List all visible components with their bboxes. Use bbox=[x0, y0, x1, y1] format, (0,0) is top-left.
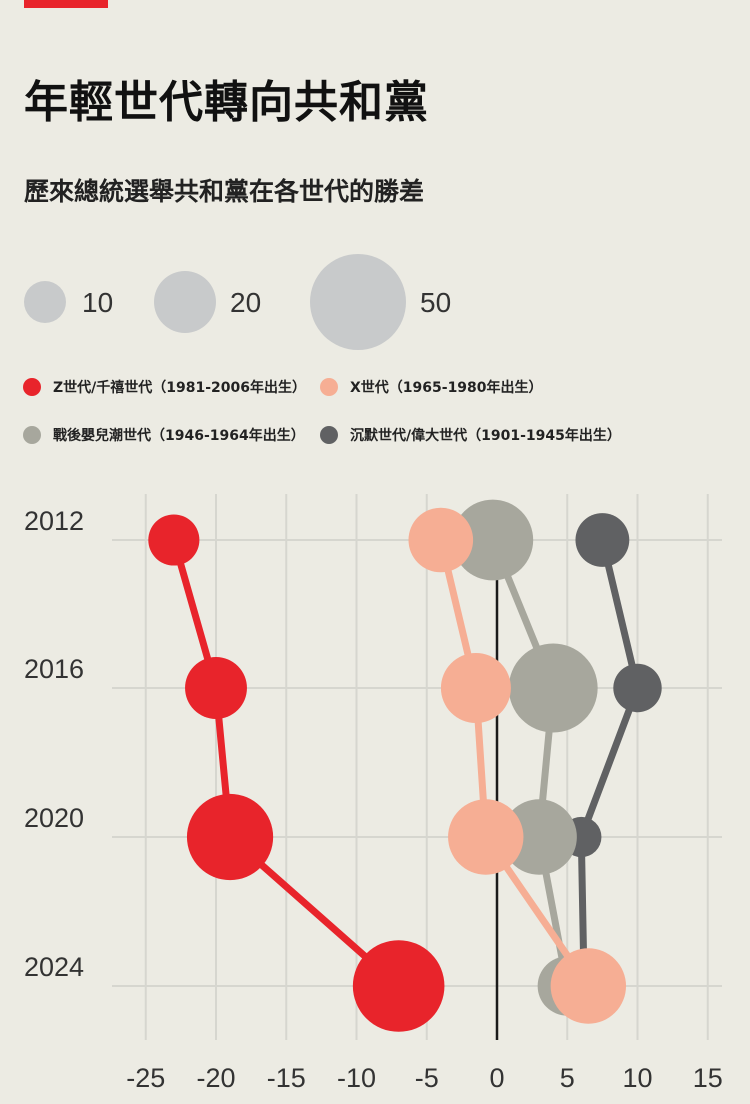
chart-title: 年輕世代轉向共和黨 bbox=[24, 77, 429, 128]
legend-swatch-1 bbox=[23, 426, 41, 444]
legend-swatch-2 bbox=[320, 378, 338, 396]
bubble-2-2016 bbox=[440, 653, 511, 723]
bubble-1-2012 bbox=[452, 499, 534, 581]
bubble-0-2016 bbox=[613, 663, 662, 713]
bubble-2-2012 bbox=[408, 507, 474, 573]
bubble-3-2020 bbox=[186, 793, 274, 881]
bubble-2-2024 bbox=[550, 948, 627, 1024]
x-tick-label-5: 5 bbox=[560, 1063, 575, 1093]
bubble-3-2024 bbox=[352, 940, 445, 1032]
bubble-1-2020 bbox=[501, 799, 577, 875]
size-legend-circle-10 bbox=[24, 281, 66, 323]
bubble-2-2020 bbox=[448, 799, 524, 875]
bubble-3-2012 bbox=[148, 514, 200, 566]
legend-label-0: 沉默世代/偉大世代（1901-1945年出生） bbox=[350, 427, 621, 444]
x-tick-label-5: -5 bbox=[415, 1063, 439, 1093]
x-tick-label-0: 0 bbox=[489, 1063, 504, 1093]
legend-swatch-0 bbox=[320, 426, 338, 444]
bubble-0-2012 bbox=[575, 513, 630, 567]
x-tick-label-10: -10 bbox=[337, 1063, 376, 1093]
x-tick-label-10: 10 bbox=[622, 1063, 652, 1093]
y-label-2012: 2012 bbox=[24, 506, 84, 536]
y-label-2024: 2024 bbox=[24, 952, 84, 982]
legend-label-2: X世代（1965-1980年出生） bbox=[350, 379, 543, 396]
series-2 bbox=[408, 507, 627, 1024]
x-tick-label-20: -20 bbox=[196, 1063, 235, 1093]
y-axis-labels: 2012 2016 2020 2024 bbox=[24, 506, 84, 982]
bubble-1-2016 bbox=[508, 643, 598, 733]
size-legend-label-10: 10 bbox=[82, 287, 113, 318]
legend-label-1: 戰後嬰兒潮世代（1946-1964年出生） bbox=[53, 427, 305, 444]
series-legend: Z世代/千禧世代（1981-2006年出生） X世代（1965-1980年出生） 戰… bbox=[23, 378, 621, 444]
x-tick-label-15: -15 bbox=[267, 1063, 306, 1093]
size-legend: 10 20 50 bbox=[24, 254, 451, 350]
series-line-0 bbox=[577, 539, 641, 987]
accent-bar bbox=[24, 0, 108, 8]
size-legend-label-20: 20 bbox=[230, 287, 261, 318]
size-legend-label-50: 50 bbox=[420, 287, 451, 318]
size-legend-circle-20 bbox=[154, 271, 216, 333]
x-tick-label-15: 15 bbox=[693, 1063, 723, 1093]
y-label-2016: 2016 bbox=[24, 654, 84, 684]
legend-label-3: Z世代/千禧世代（1981-2006年出生） bbox=[53, 379, 306, 396]
size-legend-circle-50 bbox=[310, 254, 406, 350]
legend-swatch-3 bbox=[23, 378, 41, 396]
series-line-1 bbox=[489, 538, 571, 987]
series-3 bbox=[148, 514, 445, 1032]
series-line-2 bbox=[437, 539, 592, 988]
bubble-3-2016 bbox=[185, 657, 247, 719]
y-label-2020: 2020 bbox=[24, 803, 84, 833]
series-layer bbox=[148, 499, 662, 1032]
chart-subtitle: 歷來總統選舉共和黨在各世代的勝差 bbox=[24, 177, 425, 206]
x-axis-labels: -25 -20 -15 -10 -5 0 5 10 15 bbox=[126, 1063, 723, 1093]
series-line-3 bbox=[170, 539, 401, 989]
x-tick-label-25: -25 bbox=[126, 1063, 165, 1093]
series-1 bbox=[452, 499, 598, 1016]
